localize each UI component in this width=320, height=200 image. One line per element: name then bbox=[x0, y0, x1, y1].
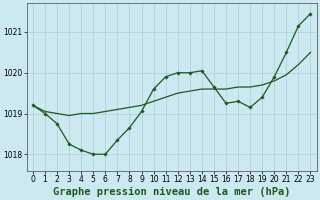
X-axis label: Graphe pression niveau de la mer (hPa): Graphe pression niveau de la mer (hPa) bbox=[53, 186, 291, 197]
